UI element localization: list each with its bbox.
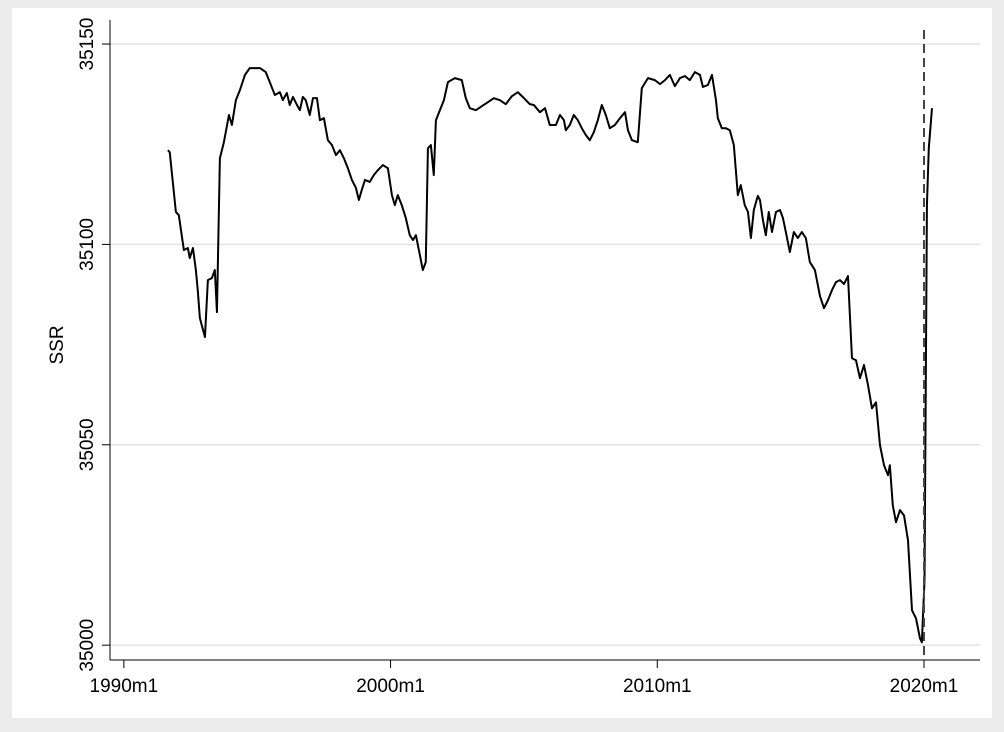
x-tick-label: 2020m1 (890, 676, 959, 697)
plot-background (12, 8, 992, 718)
x-tick-label: 2000m1 (356, 676, 425, 697)
y-tick-label: 35100 (77, 218, 98, 271)
data-line (167, 67, 933, 644)
y-tick-label: 35000 (77, 619, 98, 672)
y-tick-label: 35050 (77, 418, 98, 471)
x-tick-label: 1990m1 (90, 676, 159, 697)
y-tick-label: 35150 (77, 18, 98, 71)
x-tick-label: 2010m1 (623, 676, 692, 697)
y-axis-label: SSR (47, 325, 68, 364)
